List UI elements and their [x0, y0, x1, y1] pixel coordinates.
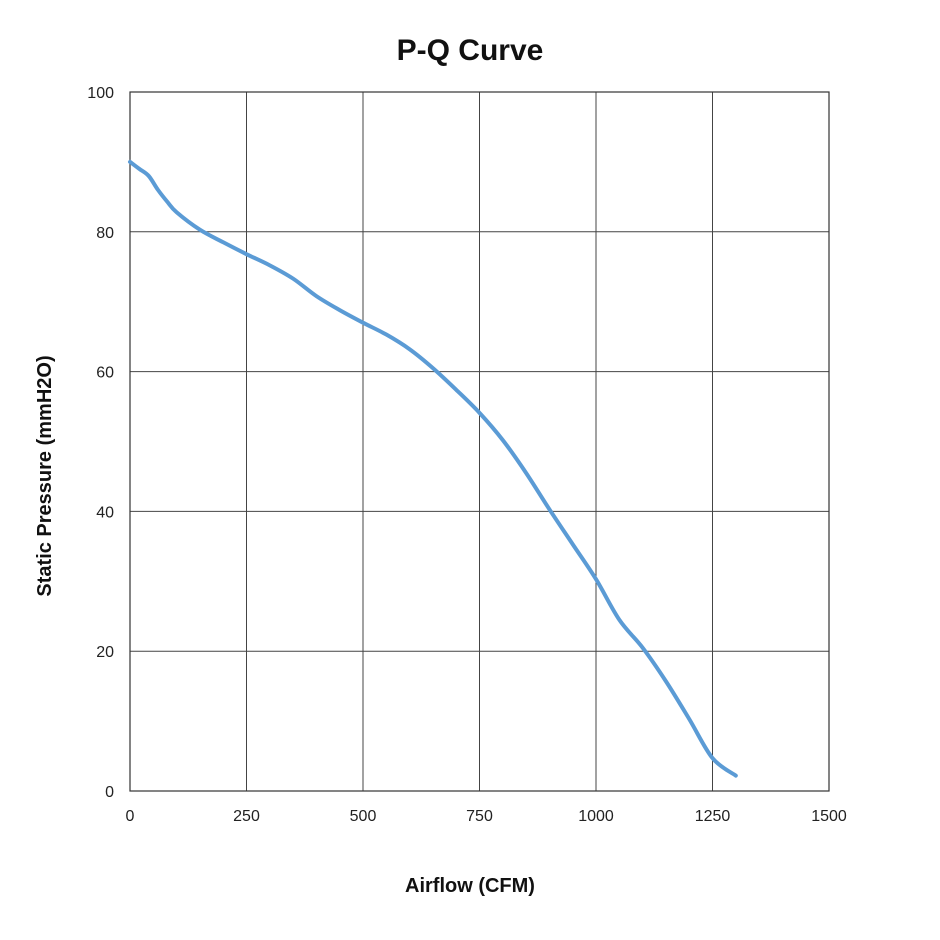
x-tick-label: 1250 [695, 808, 731, 825]
y-axis-label: Static Pressure (mmH2O) [34, 355, 56, 596]
x-tick-label: 750 [466, 808, 493, 825]
x-tick-label: 1000 [578, 808, 614, 825]
series-layer [128, 159, 738, 778]
y-tick-label: 100 [87, 85, 114, 102]
y-tick-label: 40 [96, 504, 114, 521]
x-tick-label: 500 [350, 808, 377, 825]
x-tick-label: 0 [126, 808, 135, 825]
x-tick-label: 1500 [811, 808, 847, 825]
y-tick-label: 20 [96, 644, 114, 661]
x-axis-label: Airflow (CFM) [405, 875, 535, 897]
chart-title: P-Q Curve [397, 34, 544, 67]
x-axis-ticks: 0 250 500 750 1000 1250 1500 [126, 808, 847, 825]
y-tick-label: 80 [96, 225, 114, 242]
plot-area [129, 91, 830, 792]
y-tick-label: 0 [105, 784, 114, 801]
x-tick-label: 250 [233, 808, 260, 825]
y-axis-ticks: 0 20 40 60 80 100 [87, 85, 114, 801]
series-line-0 [128, 159, 738, 778]
y-tick-label: 60 [96, 365, 114, 382]
grid-lines [129, 91, 830, 792]
